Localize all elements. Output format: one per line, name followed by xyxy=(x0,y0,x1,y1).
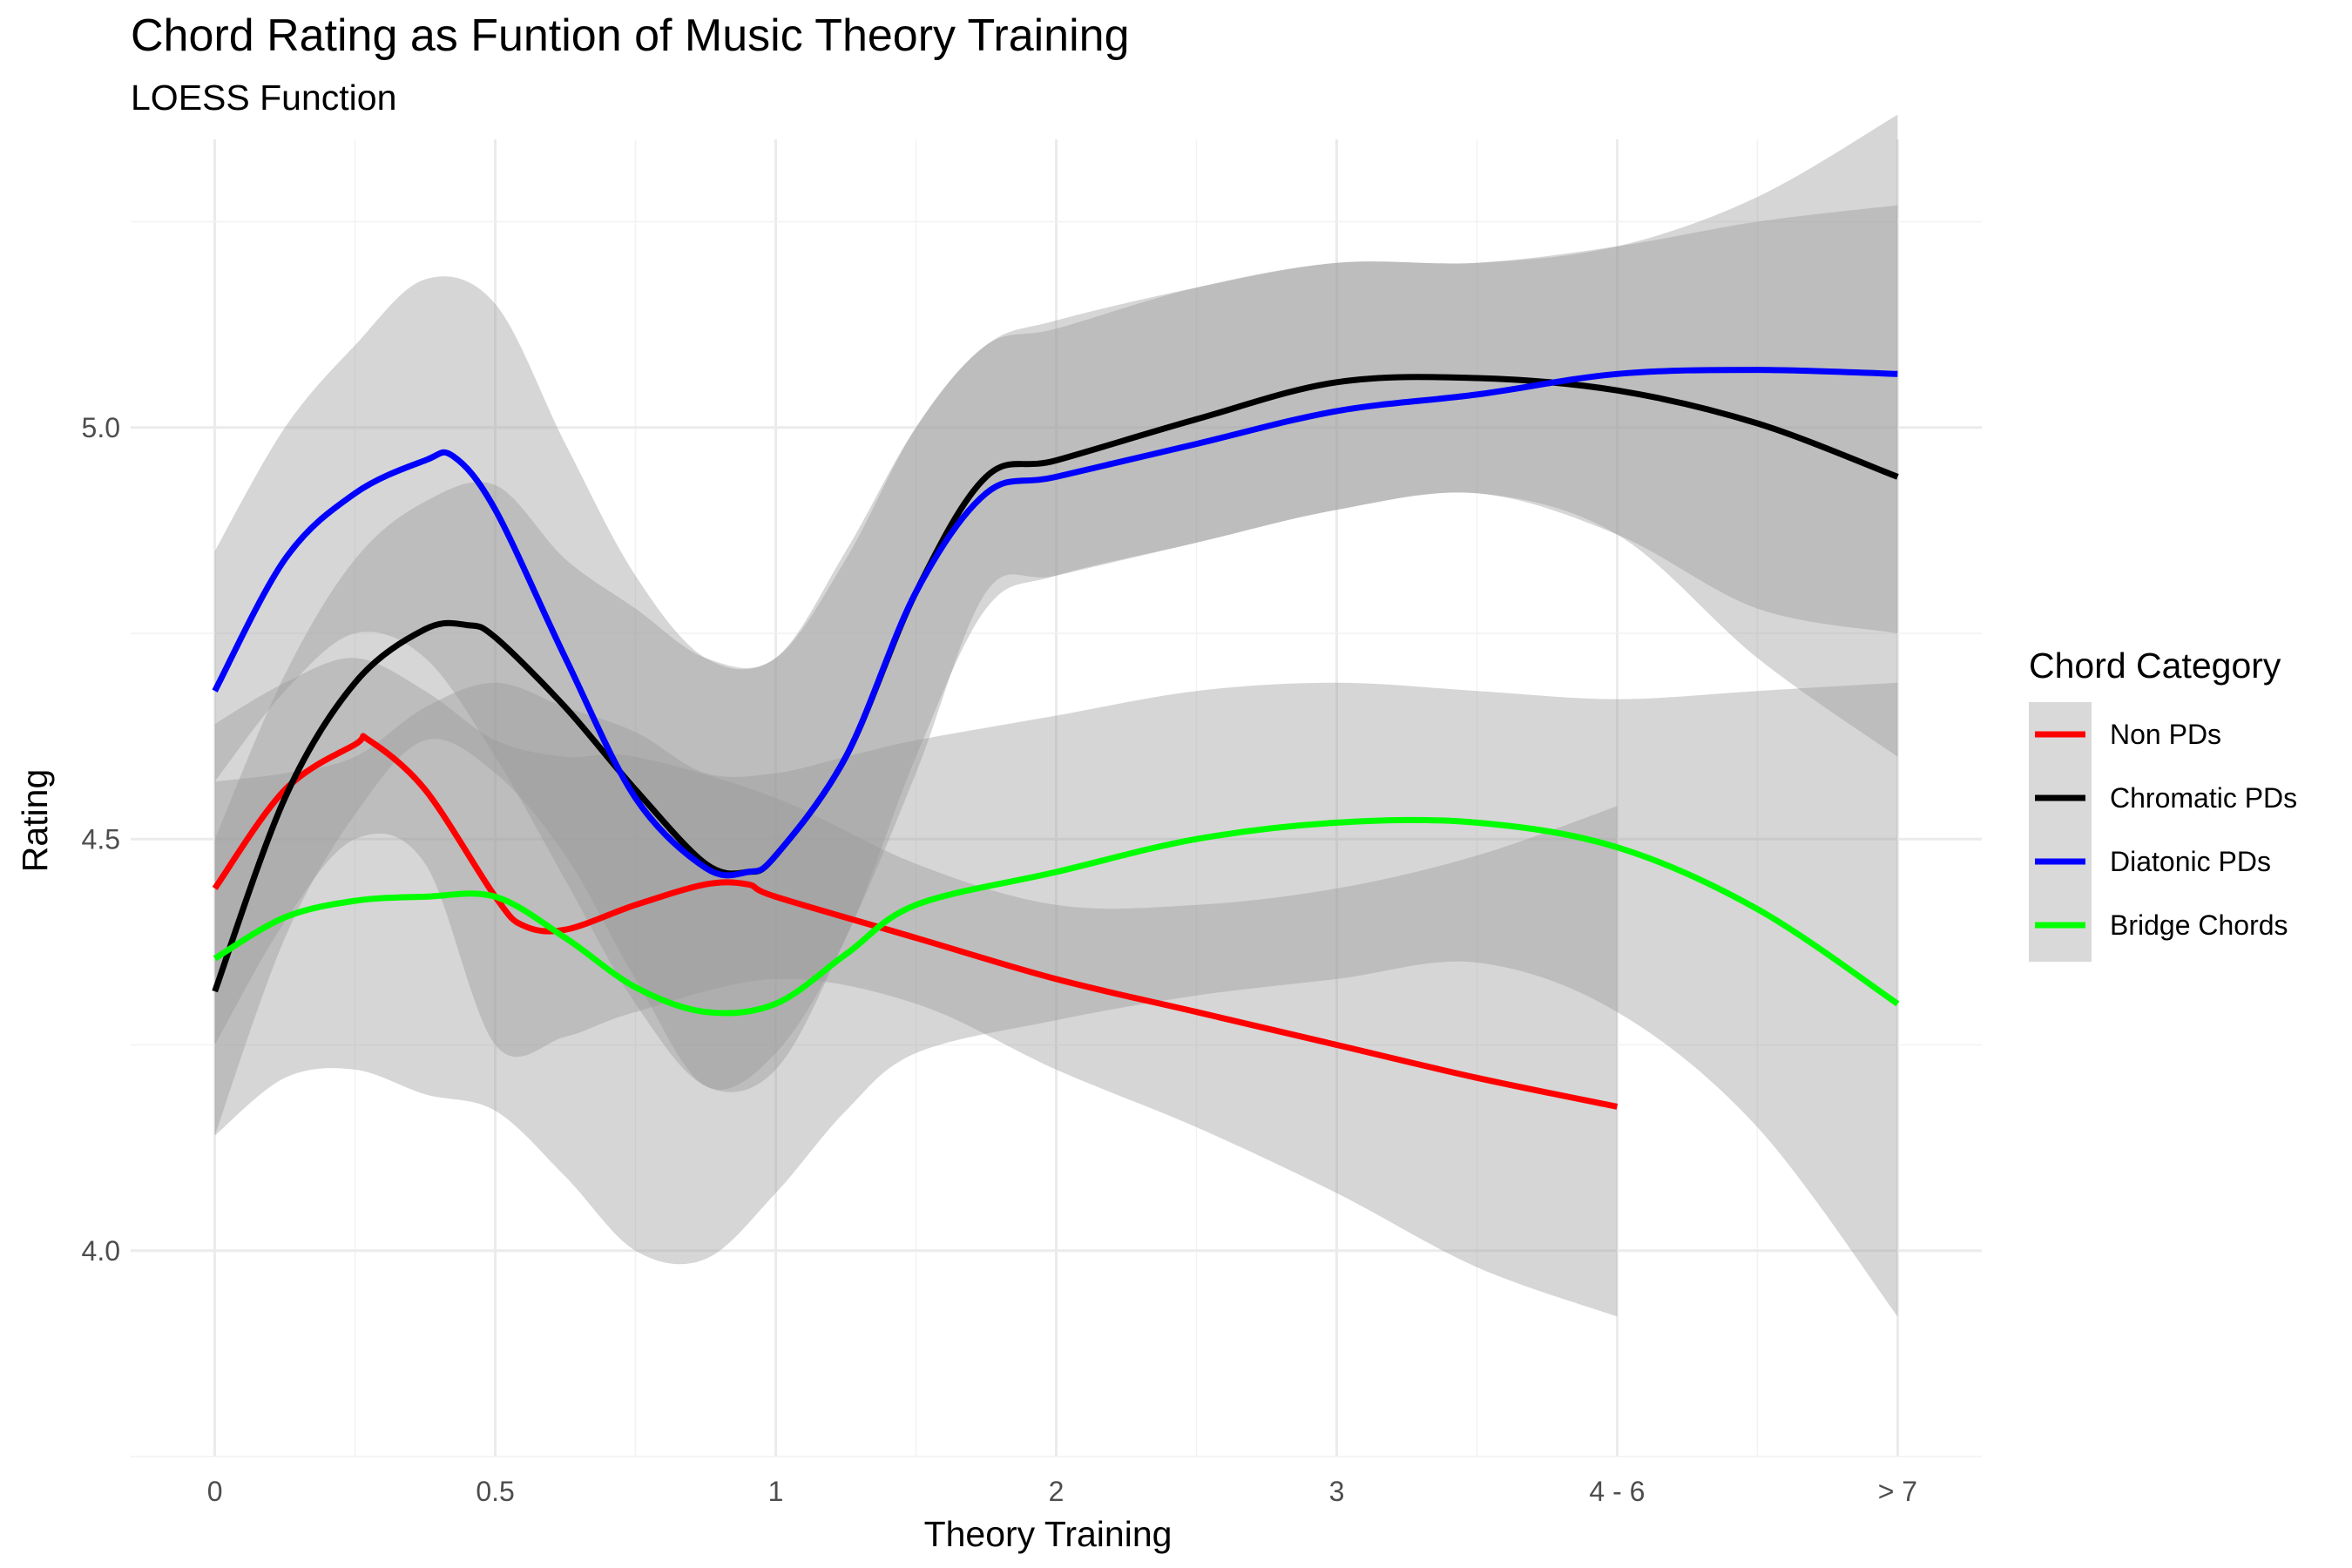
legend-title: Chord Category xyxy=(2029,645,2281,686)
x-tick-label: 0 xyxy=(207,1476,223,1507)
x-tick-label: 1 xyxy=(768,1476,784,1507)
confidence-band-2 xyxy=(214,114,1898,1136)
y-axis-ticks: 4.0 4.5 5.0 xyxy=(82,412,120,1267)
confidence-bands xyxy=(214,114,1898,1317)
x-axis-title: Theory Training xyxy=(924,1514,1173,1554)
y-tick-label: 5.0 xyxy=(82,412,120,443)
y-tick-label: 4.5 xyxy=(82,823,120,855)
x-tick-label: > 7 xyxy=(1878,1476,1917,1507)
legend-label-2: Chromatic PDs xyxy=(2110,782,2297,814)
confidence-band-4 xyxy=(214,682,1898,1317)
x-tick-label: 4 - 6 xyxy=(1589,1476,1645,1507)
legend-label-4: Bridge Chords xyxy=(2110,909,2288,941)
series-lines xyxy=(212,367,1900,1110)
legend-key-background xyxy=(2029,702,2092,962)
y-axis-title: Rating xyxy=(15,769,55,873)
legend: Chord Category Non PDs Chromatic PDs Diato… xyxy=(2029,645,2297,962)
series-line-3 xyxy=(212,367,1898,879)
confidence-band-1 xyxy=(214,658,1618,1317)
legend-label-3: Diatonic PDs xyxy=(2110,846,2271,877)
y-tick-label: 4.0 xyxy=(82,1235,120,1267)
x-tick-label: 2 xyxy=(1049,1476,1064,1507)
chart-subtitle: LOESS Function xyxy=(131,78,396,118)
gridlines xyxy=(131,139,1982,1457)
x-tick-label: 3 xyxy=(1329,1476,1345,1507)
x-axis-ticks: 0 0.5 1 2 3 4 - 6 > 7 xyxy=(207,1476,1917,1507)
series-line-4 xyxy=(213,816,1900,1017)
chart-title: Chord Rating as Funtion of Music Theory … xyxy=(131,10,1130,61)
series-line-1 xyxy=(212,733,1619,1110)
x-tick-label: 0.5 xyxy=(476,1476,514,1507)
legend-label-1: Non PDs xyxy=(2110,719,2221,750)
confidence-band-3 xyxy=(214,205,1898,1092)
